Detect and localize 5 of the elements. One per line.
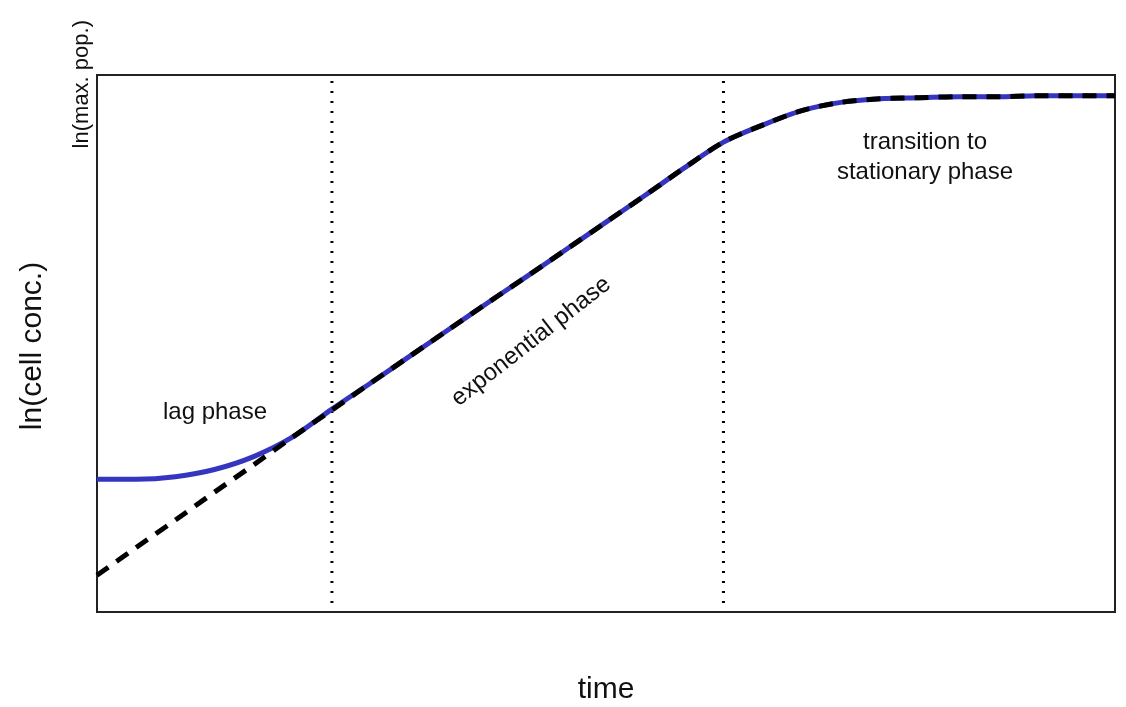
y-axis-title: ln(cell conc.) — [13, 261, 47, 431]
text: ln(max. pop.) — [67, 20, 93, 149]
x-axis-title: time — [577, 670, 635, 704]
annotation: transition to stationary phase — [836, 126, 1014, 184]
annotation: lag phase — [162, 396, 268, 424]
